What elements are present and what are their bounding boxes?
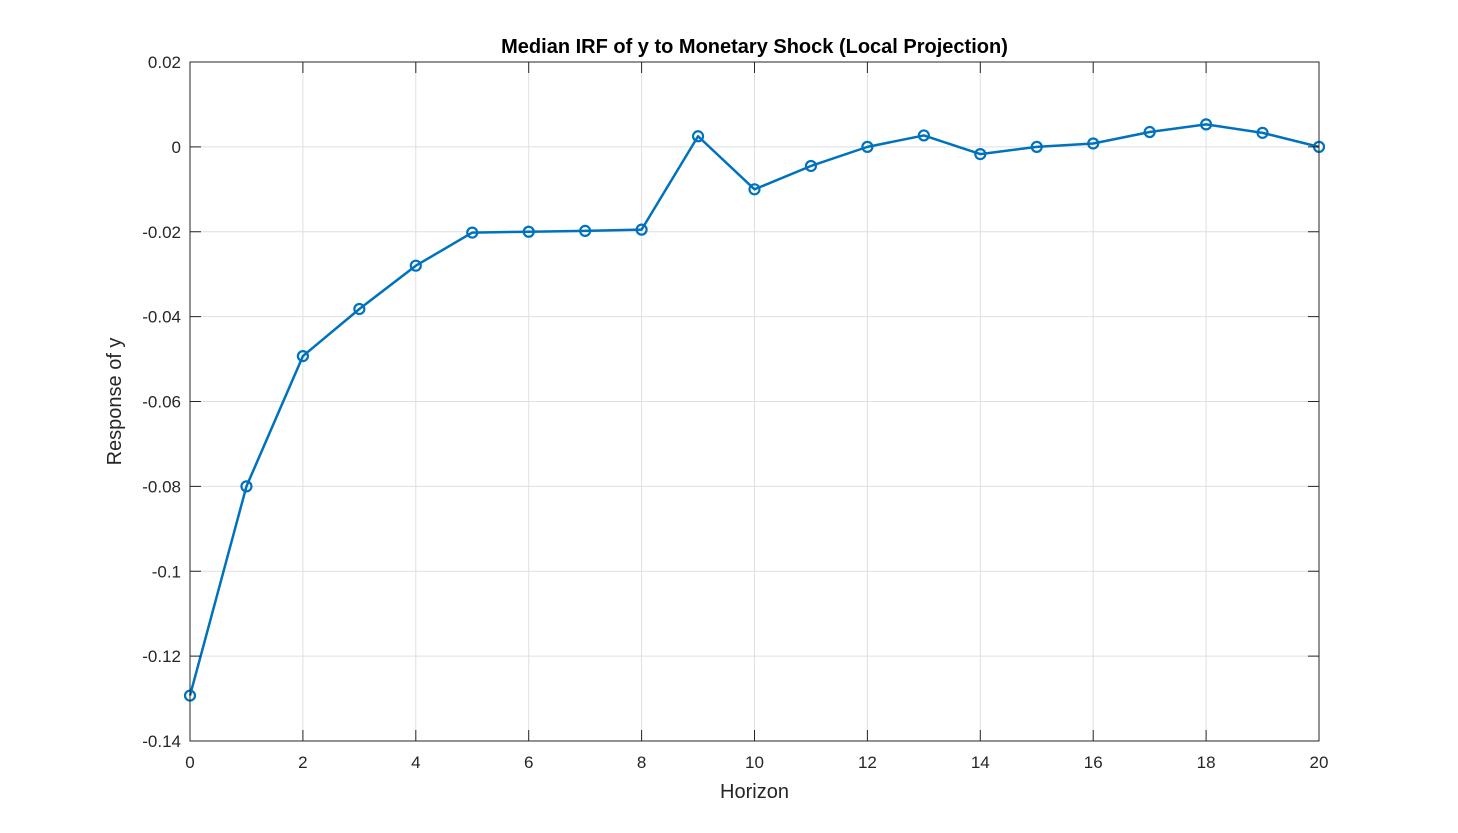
data-point-marker: [1256, 126, 1269, 139]
data-point-marker: [296, 349, 309, 363]
data-point-marker: [353, 302, 366, 316]
data-point-marker: [1143, 125, 1156, 139]
data-point-marker: [974, 147, 987, 161]
x-tick-labels: 0 2 4 6 8 10 12 14 16 18 20: [185, 753, 1328, 772]
y-tick-label: -0.12: [142, 647, 181, 666]
y-axis-label: Response of y: [104, 338, 126, 466]
y-tick-label: -0.02: [142, 223, 181, 242]
data-point-marker: [409, 259, 422, 272]
y-tick-label: 0.02: [148, 53, 181, 72]
y-tick-label: -0.08: [142, 477, 181, 496]
chart-title: Median IRF of y to Monetary Shock (Local…: [501, 36, 1008, 58]
y-tick-label: -0.04: [142, 308, 181, 327]
data-point-marker: [240, 480, 253, 493]
tick-marks: [189, 61, 1320, 742]
series-line: [188, 123, 1320, 696]
x-axis-label: Horizon: [720, 781, 789, 803]
y-tick-label: -0.06: [142, 393, 181, 412]
data-point-marker: [635, 223, 648, 236]
x-tick-label: 20: [1310, 753, 1329, 772]
x-tick-label: 4: [411, 753, 420, 772]
x-tick-label: 14: [971, 753, 990, 772]
data-point-marker: [1030, 140, 1043, 153]
x-tick-label: 12: [858, 753, 877, 772]
y-tick-label: 0: [172, 138, 181, 157]
data-point-marker: [1199, 118, 1213, 131]
y-tick-label: -0.1: [152, 562, 181, 581]
data-point-marker: [1087, 137, 1100, 150]
plot-area: [183, 61, 1326, 742]
x-tick-label: 8: [637, 753, 646, 772]
series-layer: [183, 118, 1326, 702]
data-point-marker: [861, 140, 874, 153]
data-point-marker: [804, 159, 818, 173]
data-point-marker: [522, 225, 535, 238]
data-point-marker: [579, 224, 592, 238]
data-point-marker: [917, 129, 930, 142]
y-tick-labels: 0.02 0 -0.02 -0.04 -0.06 -0.08 -0.1 -0.12 -0.14: [142, 53, 181, 751]
data-point-marker: [466, 226, 479, 239]
x-tick-label: 2: [298, 753, 307, 772]
x-tick-label: 18: [1197, 753, 1216, 772]
data-point-marker: [748, 183, 761, 196]
x-tick-label: 6: [524, 753, 533, 772]
y-tick-label: -0.14: [142, 732, 181, 751]
data-point-marker: [691, 130, 705, 143]
x-tick-label: 10: [745, 753, 764, 772]
x-tick-label: 16: [1084, 753, 1103, 772]
x-tick-label: 0: [185, 753, 194, 772]
